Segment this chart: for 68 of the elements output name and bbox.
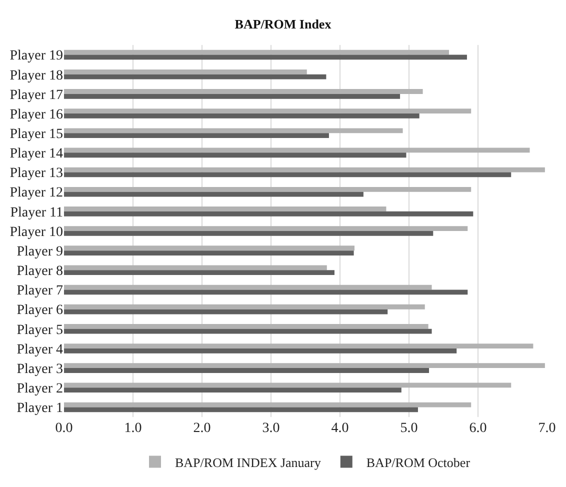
bar [64, 211, 474, 216]
x-tick-label: 5.0 [400, 421, 418, 436]
bar [64, 69, 307, 74]
y-tick-label: Player 2 [16, 382, 63, 397]
y-tick-label: Player 1 [16, 401, 63, 416]
x-tick-label: 4.0 [331, 421, 349, 436]
bar [64, 402, 472, 408]
bar [64, 348, 457, 354]
bar [64, 114, 420, 118]
y-tick-label: Player 13 [10, 166, 63, 182]
bar [64, 309, 388, 314]
bar [64, 328, 432, 334]
bar [64, 250, 354, 256]
y-tick-label: Player 18 [10, 68, 63, 84]
bar [64, 206, 386, 212]
bar [64, 388, 402, 393]
y-tick-label: Player 3 [16, 362, 63, 377]
bar [64, 231, 434, 236]
chart-title: BAP/ROM Index [234, 16, 332, 32]
bar [64, 363, 545, 368]
bar [64, 270, 334, 276]
y-tick-label: Player 15 [10, 127, 63, 142]
bar [64, 246, 354, 251]
bar [64, 54, 467, 60]
bar [64, 74, 326, 80]
y-tick-label: Player 16 [10, 107, 63, 122]
bar [64, 186, 472, 192]
bar [64, 148, 530, 153]
x-tick-label: 3.0 [262, 421, 280, 436]
bar [64, 407, 418, 412]
bar [64, 152, 406, 158]
x-tick-label: 7.0 [538, 421, 556, 436]
y-tick-label: Player 8 [16, 264, 63, 280]
bar [64, 324, 428, 329]
bar [64, 94, 400, 99]
bar [64, 89, 423, 94]
y-tick-label: Player 5 [16, 322, 63, 338]
y-tick-label: Player 4 [16, 342, 63, 358]
x-tick-label: 0.0 [55, 421, 73, 436]
x-tick-label: 1.0 [124, 421, 142, 436]
bar [64, 133, 329, 138]
bar [64, 290, 468, 295]
y-tick-label: Player 6 [16, 303, 63, 318]
bar [64, 226, 468, 231]
y-tick-label: Player 10 [10, 224, 63, 240]
bar [64, 128, 403, 134]
y-tick-label: Player 12 [10, 186, 63, 201]
legend-label: BAP/ROM INDEX January [175, 454, 322, 470]
bar [64, 284, 432, 290]
x-tick-label: 6.0 [469, 421, 487, 436]
bar [64, 382, 512, 388]
y-tick-label: Player 19 [10, 48, 63, 64]
legend-label: BAP/ROM October [366, 454, 471, 470]
bar [64, 304, 425, 310]
bar [64, 50, 450, 55]
y-tick-label: Player 11 [10, 205, 63, 220]
bar [64, 368, 430, 373]
bar [64, 172, 512, 178]
x-tick-label: 2.0 [193, 421, 211, 436]
bar [64, 344, 534, 348]
y-tick-label: Player 17 [10, 88, 63, 103]
bar [64, 167, 545, 172]
bar [64, 265, 327, 270]
y-tick-label: Player 14 [10, 146, 63, 162]
bar [64, 108, 472, 114]
bar [64, 192, 364, 197]
y-tick-label: Player 7 [16, 284, 63, 299]
y-tick-label: Player 9 [16, 244, 63, 260]
